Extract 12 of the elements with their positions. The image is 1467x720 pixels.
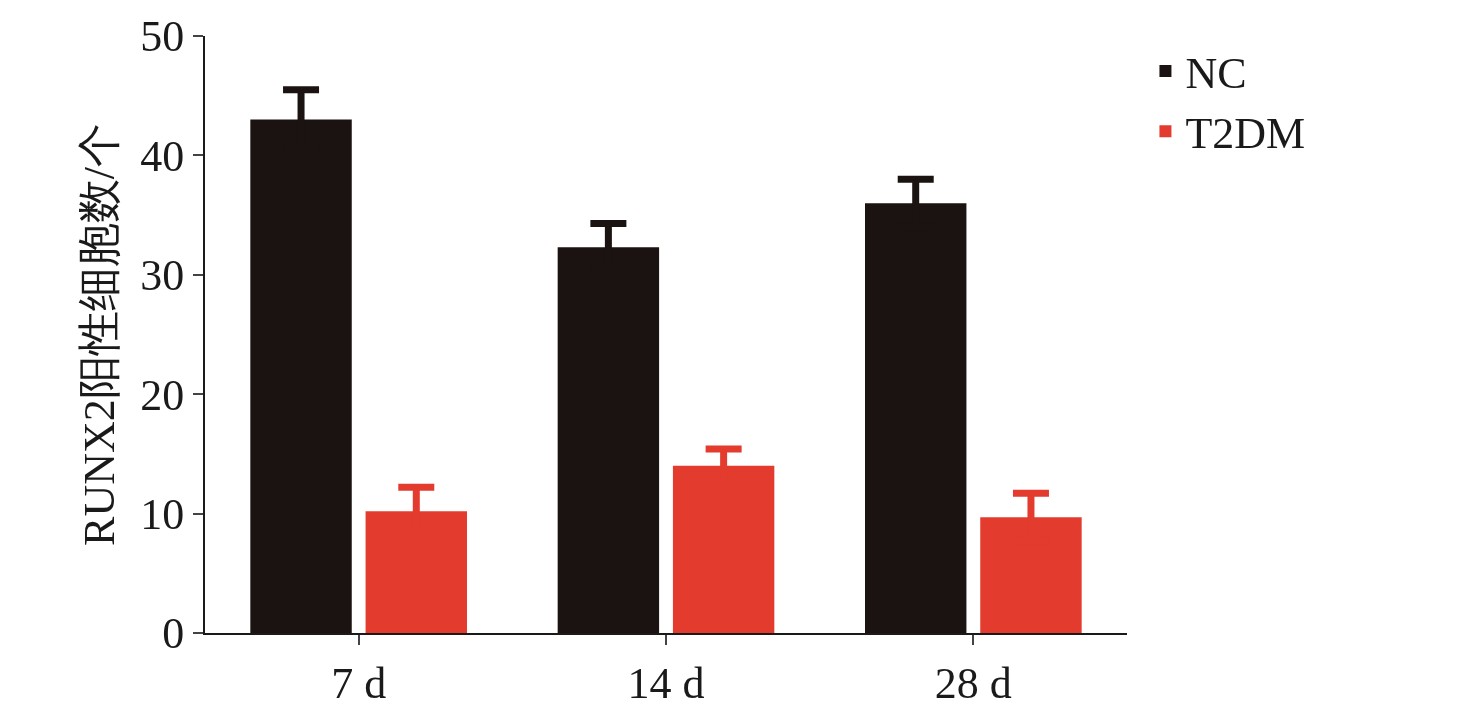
y-tick-label: 50 (140, 12, 185, 62)
y-tick-label: 30 (140, 251, 185, 301)
legend-label: T2DM (1185, 109, 1306, 159)
x-tick-label: 14 d (627, 658, 705, 708)
y-tick-label: 40 (140, 131, 185, 181)
y-tick-label: 10 (140, 490, 185, 539)
x-tick-label: 28 d (934, 658, 1012, 708)
y-axis-title: RUNX2阳性细胞数/个 (74, 123, 124, 546)
y-tick-label: 0 (162, 609, 185, 659)
x-tick-label: 7 d (331, 658, 387, 708)
legend-label: NC (1185, 49, 1247, 99)
y-tick-label: 20 (140, 370, 185, 420)
